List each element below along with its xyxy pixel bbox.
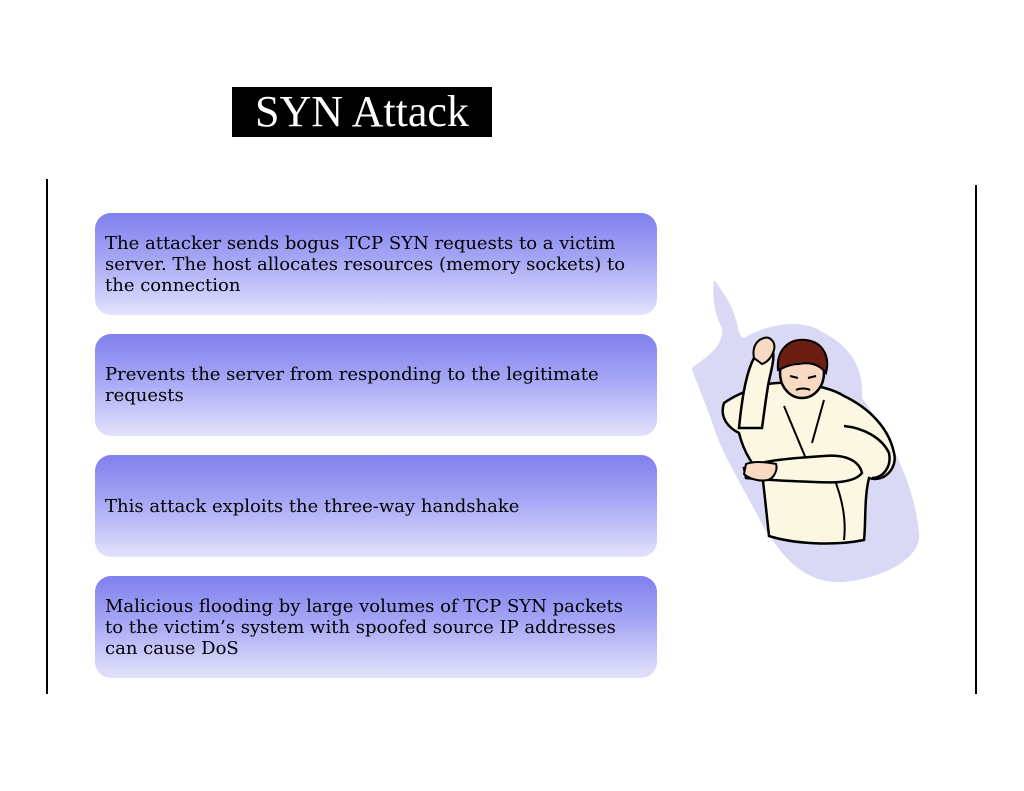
bullet-box-3: This attack exploits the three-way hands… [95, 455, 657, 557]
raised-hand [752, 336, 776, 366]
bullet-text-2: Prevents the server from responding to t… [105, 364, 599, 406]
bullet-box-4: Malicious flooding by large volumes of T… [95, 576, 657, 678]
trailing-arm [843, 424, 891, 480]
bullet-box-2: Prevents the server from responding to t… [95, 334, 657, 436]
karate-figure-illustration [692, 280, 920, 583]
bullet-box-1: The attacker sends bogus TCP SYN request… [95, 213, 657, 315]
right-divider-line [975, 185, 977, 694]
bullet-text-4: Malicious flooding by large volumes of T… [105, 595, 624, 659]
slide-title: SYN Attack [232, 87, 492, 137]
bullet-text-3: This attack exploits the three-way hands… [105, 495, 520, 517]
forward-hand [742, 461, 778, 482]
bullet-text-1: The attacker sends bogus TCP SYN request… [105, 232, 626, 296]
left-divider-line [46, 179, 48, 694]
hair [776, 338, 829, 376]
